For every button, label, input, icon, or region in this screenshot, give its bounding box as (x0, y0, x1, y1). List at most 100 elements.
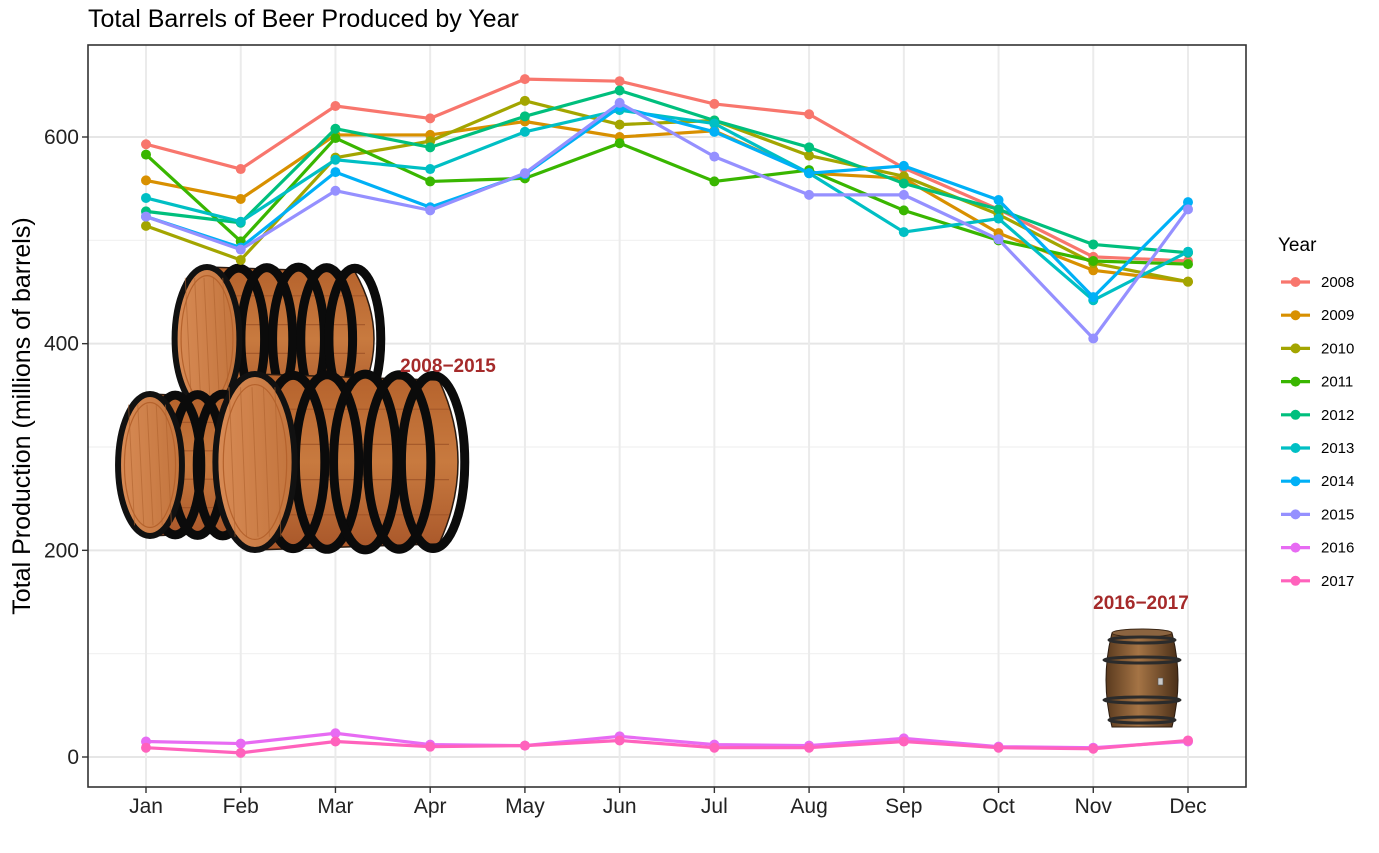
data-point (804, 742, 815, 753)
data-point (235, 216, 246, 227)
data-point (141, 149, 151, 160)
data-point (330, 123, 341, 134)
data-point (709, 126, 720, 137)
data-point (141, 211, 151, 222)
data-point (519, 740, 530, 751)
data-point (709, 118, 720, 129)
data-point (1183, 259, 1193, 270)
data-point (425, 113, 436, 124)
y-tick-label: 200 (44, 539, 79, 562)
x-tick-label: Jul (701, 795, 728, 818)
data-point (141, 175, 151, 186)
legend-key-point (1290, 376, 1301, 387)
barrel-icon (1102, 628, 1182, 728)
barrel-face-plank (228, 387, 236, 537)
data-point (898, 178, 909, 189)
series-2011 (141, 133, 1193, 270)
data-point (330, 185, 341, 196)
data-point (614, 138, 625, 149)
data-point (235, 738, 246, 749)
data-point (235, 244, 246, 255)
legend-key-point (1290, 575, 1301, 586)
x-tick-label: May (505, 795, 545, 818)
legend-label: 2015 (1321, 506, 1354, 523)
legend-label: 2016 (1321, 540, 1354, 557)
x-tick-label: Dec (1169, 795, 1206, 818)
data-point (330, 133, 341, 144)
x-tick-label: Jun (603, 795, 637, 818)
plot-border (87, 44, 1247, 788)
annotation-label: 2008−2015 (400, 356, 496, 377)
legend-label: 2009 (1321, 307, 1354, 324)
series-line-2014 (145, 105, 1190, 299)
legend-label: 2012 (1321, 407, 1354, 424)
barrel-hoop (362, 370, 436, 554)
data-point (709, 151, 720, 162)
data-point (614, 85, 625, 96)
series-line-2015 (145, 101, 1190, 341)
barrel-face-plank (128, 404, 136, 526)
data-point (709, 98, 720, 109)
data-point (804, 142, 815, 153)
legend-key-point (1290, 343, 1301, 354)
barrel-face-plank (212, 277, 220, 401)
series-line-2017 (145, 738, 1189, 755)
decorative-images (115, 262, 1182, 728)
barrel (212, 369, 470, 555)
data-point (425, 741, 436, 752)
data-point (898, 227, 909, 238)
series-line-2010 (145, 99, 1189, 284)
data-point (1183, 197, 1193, 208)
barrel-face-plank (164, 404, 172, 526)
barrel-face-plank (203, 277, 211, 401)
x-tick-label: Feb (223, 795, 259, 818)
barrel-face-plank (240, 387, 248, 537)
small-barrel-tap (1157, 677, 1164, 686)
data-point (1088, 333, 1099, 344)
legend-key-point (1290, 509, 1301, 520)
data-point (1088, 256, 1099, 266)
y-tick-label: 0 (67, 746, 79, 769)
legend: 2008 2009 2010 2011 2012 2013 2014 2015 2016 2017 (1281, 274, 1354, 590)
data-point (519, 168, 530, 179)
data-point (141, 192, 151, 203)
barrel-face-plank (262, 387, 270, 537)
data-point (1088, 265, 1099, 276)
data-point (804, 150, 815, 161)
data-point (519, 74, 530, 85)
legend-label: 2008 (1321, 274, 1354, 291)
data-point (330, 728, 341, 739)
data-point (1183, 246, 1193, 257)
data-point (1183, 735, 1193, 746)
data-point (804, 168, 815, 179)
series-line-2011 (144, 136, 1189, 266)
data-point (141, 139, 151, 150)
legend-key-point (1290, 476, 1301, 487)
legend-key-point (1290, 409, 1301, 420)
y-tick-label: 600 (44, 126, 79, 149)
data-point (993, 195, 1004, 206)
x-tick-label: Oct (982, 795, 1015, 818)
barrel-face-ring (123, 401, 177, 529)
data-point (330, 101, 341, 111)
legend-key-point (1290, 310, 1301, 321)
data-point (1183, 276, 1193, 287)
data-point (614, 119, 625, 130)
data-point (614, 97, 625, 108)
barrel-face-plank (274, 387, 282, 537)
data-point (141, 742, 151, 753)
legend-label: 2014 (1321, 473, 1354, 490)
barrel-face-plank (222, 277, 230, 401)
barrel-stack-icon (115, 262, 470, 555)
barrel-face-ring (222, 383, 288, 541)
data-point (235, 194, 246, 204)
data-point (614, 735, 625, 746)
data-point (519, 95, 530, 106)
chart-title: Total Barrels of Beer Produced by Year (88, 5, 519, 33)
small-barrel-hoop (1107, 635, 1177, 645)
data-point (1088, 239, 1099, 250)
axes: 0 200 400 600 Jan Feb Mar Apr May Jun Jul Aug Sep Oct… (44, 126, 1207, 818)
x-tick-label: Jan (129, 795, 163, 818)
legend-key-point (1290, 277, 1301, 287)
